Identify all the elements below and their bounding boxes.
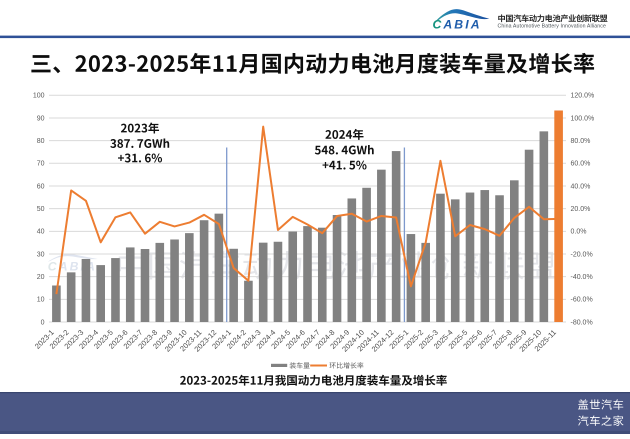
svg-text:China Automotive Battery Innov: China Automotive Battery Innovation Alli… xyxy=(498,24,607,30)
svg-text:30: 30 xyxy=(37,251,45,258)
svg-text:40: 40 xyxy=(37,229,45,236)
svg-text:90: 90 xyxy=(37,115,45,122)
svg-text:100: 100 xyxy=(33,93,45,100)
svg-text:0.0%: 0.0% xyxy=(571,229,587,236)
svg-text:120.0%: 120.0% xyxy=(571,93,595,100)
svg-text:20: 20 xyxy=(37,274,45,281)
svg-text:-80.0%: -80.0% xyxy=(571,319,593,326)
svg-text:-60.0%: -60.0% xyxy=(571,297,593,304)
svg-text:50: 50 xyxy=(37,206,45,213)
svg-text:-20.0%: -20.0% xyxy=(571,251,593,258)
svg-text:20.0%: 20.0% xyxy=(571,206,591,213)
svg-text:10: 10 xyxy=(37,297,45,304)
svg-text:80: 80 xyxy=(37,138,45,145)
svg-text:-40.0%: -40.0% xyxy=(571,274,593,281)
svg-text:60.0%: 60.0% xyxy=(571,161,591,168)
svg-text:70: 70 xyxy=(37,161,45,168)
svg-text:80.0%: 80.0% xyxy=(571,138,591,145)
svg-text:40.0%: 40.0% xyxy=(571,183,591,190)
svg-text:CABIA: CABIA xyxy=(433,18,482,32)
svg-text:0: 0 xyxy=(41,319,45,326)
svg-text:60: 60 xyxy=(37,183,45,190)
svg-text:100.0%: 100.0% xyxy=(571,115,595,122)
